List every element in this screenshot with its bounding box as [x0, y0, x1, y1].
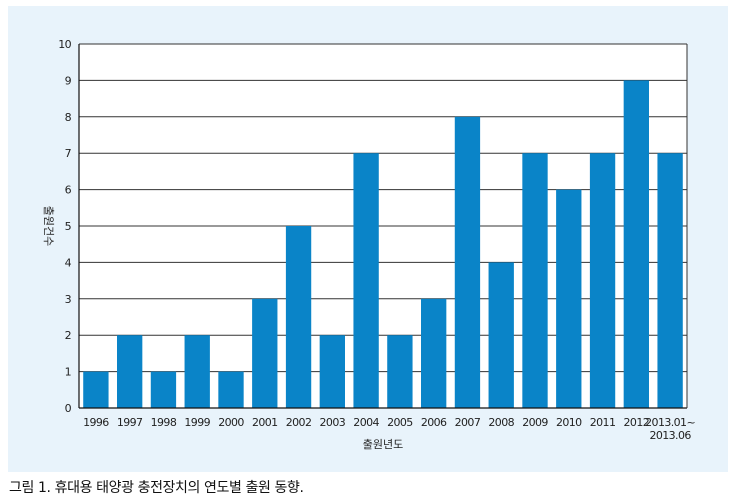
x-tick-label: 2011	[590, 416, 616, 429]
bar	[387, 335, 413, 408]
y-tick-label: 2	[65, 329, 71, 342]
bar	[319, 335, 345, 408]
bar	[285, 226, 312, 408]
x-tick-label: 2013.01~ 2013.06	[645, 416, 695, 442]
bar	[589, 153, 616, 408]
y-tick-label: 9	[65, 74, 72, 87]
y-tick-label: 7	[65, 147, 72, 160]
x-tick-label: 2003	[320, 416, 346, 429]
x-tick-label: 1998	[151, 416, 177, 429]
y-tick-label: 0	[65, 402, 72, 415]
bar	[657, 153, 683, 408]
bar	[421, 298, 447, 408]
y-tick-label: 8	[65, 111, 72, 124]
bar	[184, 335, 210, 408]
bar	[522, 153, 548, 408]
x-tick-label: 1996	[83, 416, 109, 429]
bar	[353, 153, 379, 408]
bar	[218, 371, 244, 408]
bar	[488, 262, 514, 408]
x-tick-label: 1997	[117, 416, 143, 429]
bar	[150, 371, 177, 408]
x-tick-label: 2009	[522, 416, 548, 429]
bar	[83, 371, 109, 408]
y-tick-label: 5	[65, 220, 72, 233]
y-tick-label: 3	[65, 293, 72, 306]
y-tick-label: 6	[65, 184, 72, 197]
bar	[556, 189, 582, 408]
bar	[454, 116, 481, 409]
x-tick-label: 2012	[624, 416, 650, 429]
y-tick-label: 4	[65, 256, 72, 269]
x-tick-label: 2008	[488, 416, 514, 429]
bar	[117, 335, 143, 408]
y-tick-label: 1	[65, 366, 71, 379]
x-tick-label: 2006	[421, 416, 447, 429]
x-tick-label: 2002	[286, 416, 312, 429]
figure-caption: 그림 1. 휴대용 태양광 충전장치의 연도별 출원 동향.	[9, 480, 304, 496]
y-axis-title: 출원건수	[42, 206, 55, 246]
x-tick-label: 2000	[218, 416, 244, 429]
bar	[252, 298, 278, 408]
x-tick-label: 2005	[387, 416, 413, 429]
bar	[623, 80, 649, 409]
x-tick-label: 2004	[353, 416, 379, 429]
x-tick-label: 1999	[184, 416, 210, 429]
x-tick-label: 2010	[556, 416, 582, 429]
x-axis-title: 출원년도	[363, 438, 403, 451]
x-tick-label: 2001	[252, 416, 278, 429]
x-tick-label: 2007	[455, 416, 481, 429]
y-tick-label: 10	[58, 38, 71, 51]
